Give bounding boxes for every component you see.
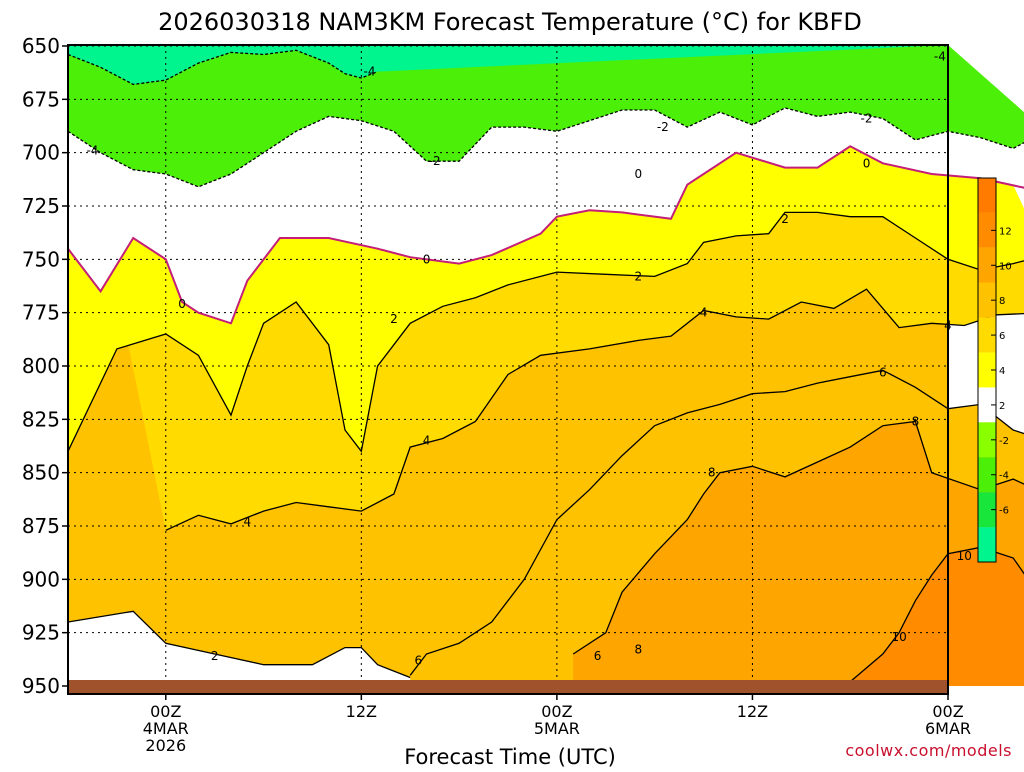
colorbar-label-8: -6 — [999, 506, 1009, 517]
y-tick-label-700: 700 — [22, 141, 60, 165]
y-axis-ticks: 650 675 700 725 750 775 800 825 850 875 900 925 950 — [22, 34, 68, 698]
contour-label-6-0: 10 — [891, 630, 906, 644]
colorbar-swatch-5 — [978, 352, 996, 388]
isotherm-2c-2 — [67, 610, 411, 679]
y-tick-label-850: 850 — [22, 461, 60, 485]
contour-label-7-1: -2 — [657, 120, 669, 134]
colorbar-label-0: 12 — [999, 226, 1012, 237]
contour-label-4-1: 6 — [879, 365, 887, 379]
isotherm--4c-8 — [67, 49, 378, 86]
colorbar-swatch-0 — [978, 178, 996, 213]
isotherm-4c-3 — [165, 288, 1024, 531]
contour-label-8-2: -4 — [934, 50, 946, 64]
colorbar-label-2: 8 — [999, 296, 1005, 307]
contour-label-8-1: -4 — [363, 65, 375, 79]
contour-label-5-2: 8 — [912, 414, 920, 428]
contour-label-7-2: -2 — [861, 112, 873, 126]
band-neg4c — [68, 45, 948, 85]
contour-label-0-2: 0 — [635, 167, 643, 181]
colorbar-swatch-4 — [978, 317, 996, 353]
isotherm-contours — [67, 49, 1024, 683]
x-tick-label-24-0: 00Z — [541, 702, 572, 721]
y-tick-label-800: 800 — [22, 354, 60, 378]
band-neg2c — [68, 45, 1024, 187]
colorbar-swatch-10 — [978, 527, 996, 562]
contour-label-4-2: 6 — [594, 649, 602, 663]
x-axis-label: Forecast Time (UTC) — [404, 745, 616, 768]
x-tick-label-0-2: 2026 — [145, 736, 186, 755]
y-tick-label-725: 725 — [22, 194, 60, 218]
contour-label-3-2: 4 — [700, 306, 708, 320]
credit-text: coolwx.com/models — [845, 741, 1012, 760]
contour-label-6-1: 10 — [957, 549, 972, 563]
x-tick-label-24-1: 5MAR — [534, 719, 580, 738]
x-tick-label-0-0: 00Z — [150, 702, 181, 721]
colorbar-swatch-3 — [978, 282, 996, 318]
contour-label-3-1: 4 — [423, 434, 431, 448]
contour-label-8-0: -4 — [86, 144, 98, 158]
colorbar-swatch-9 — [978, 492, 996, 528]
colorbar-label-3: 6 — [999, 331, 1005, 342]
colorbar-swatch-1 — [978, 212, 996, 248]
x-tick-label-12-0: 12Z — [346, 702, 377, 721]
plot-frame — [67, 44, 949, 695]
colorbar-swatch-7 — [978, 422, 996, 458]
colorbar-label-6: -2 — [999, 436, 1009, 447]
band-10c — [850, 547, 1024, 686]
isotherm-10c-6 — [849, 546, 1024, 683]
x-tick-label-0-1: 4MAR — [143, 719, 189, 738]
y-tick-label-775: 775 — [22, 301, 60, 325]
contour-label-1-1: 2 — [635, 269, 643, 283]
ground-surface — [68, 680, 948, 694]
contour-label-3-0: 4 — [243, 515, 251, 529]
y-tick-label-675: 675 — [22, 87, 60, 111]
x-tick-label-48-0: 00Z — [932, 702, 963, 721]
colorbar: 12 10 8 6 4 2 -2 -4 -6 — [977, 177, 1012, 563]
contour-label-5-1: 8 — [708, 466, 716, 480]
y-tick-label-950: 950 — [22, 674, 60, 698]
colorbar-label-7: -4 — [999, 471, 1009, 482]
contour-label-1-2: 2 — [781, 212, 789, 226]
contour-label-4-0: 6 — [415, 653, 423, 667]
contour-label-1-0: 2 — [390, 312, 398, 326]
contour-label-0-1: 0 — [423, 252, 431, 266]
plot-area: 0 0 0 0 2 2 2 2 4 4 4 4 6 6 6 8 8 8 10 10 -2 -2 -2 -4 -4 -4 — [67, 44, 1024, 695]
contour-label-7-0: -2 — [429, 154, 441, 168]
isotherm-6c-4 — [409, 369, 1024, 676]
colorbar-label-4: 4 — [999, 366, 1005, 377]
x-tick-label-48-1: 6MAR — [925, 719, 971, 738]
colorbar-label-5: 2 — [999, 401, 1005, 412]
y-tick-label-900: 900 — [22, 567, 60, 591]
y-tick-label-750: 750 — [22, 247, 60, 271]
colorbar-swatch-6 — [978, 387, 996, 423]
y-tick-label-925: 925 — [22, 621, 60, 645]
band-surface-pocket — [68, 611, 411, 686]
contour-label-0-0: 0 — [178, 297, 186, 311]
y-tick-label-875: 875 — [22, 514, 60, 538]
isotherm-0c-0 — [67, 145, 1024, 325]
y-tick-label-650: 650 — [22, 34, 60, 58]
x-tick-label-36-0: 12Z — [737, 702, 768, 721]
contour-label-5-0: 8 — [635, 643, 643, 657]
contour-label-2-0: 2 — [211, 649, 219, 663]
colorbar-swatch-2 — [978, 247, 996, 283]
colorbar-label-1: 10 — [999, 261, 1012, 272]
colorbar-swatch-8 — [978, 457, 996, 493]
contour-label-0-3: 0 — [863, 156, 871, 170]
isotherm-2c-1 — [67, 211, 1024, 453]
chart-title: 2026030318 NAM3KM Forecast Temperature (… — [158, 8, 862, 36]
y-tick-label-825: 825 — [22, 407, 60, 431]
